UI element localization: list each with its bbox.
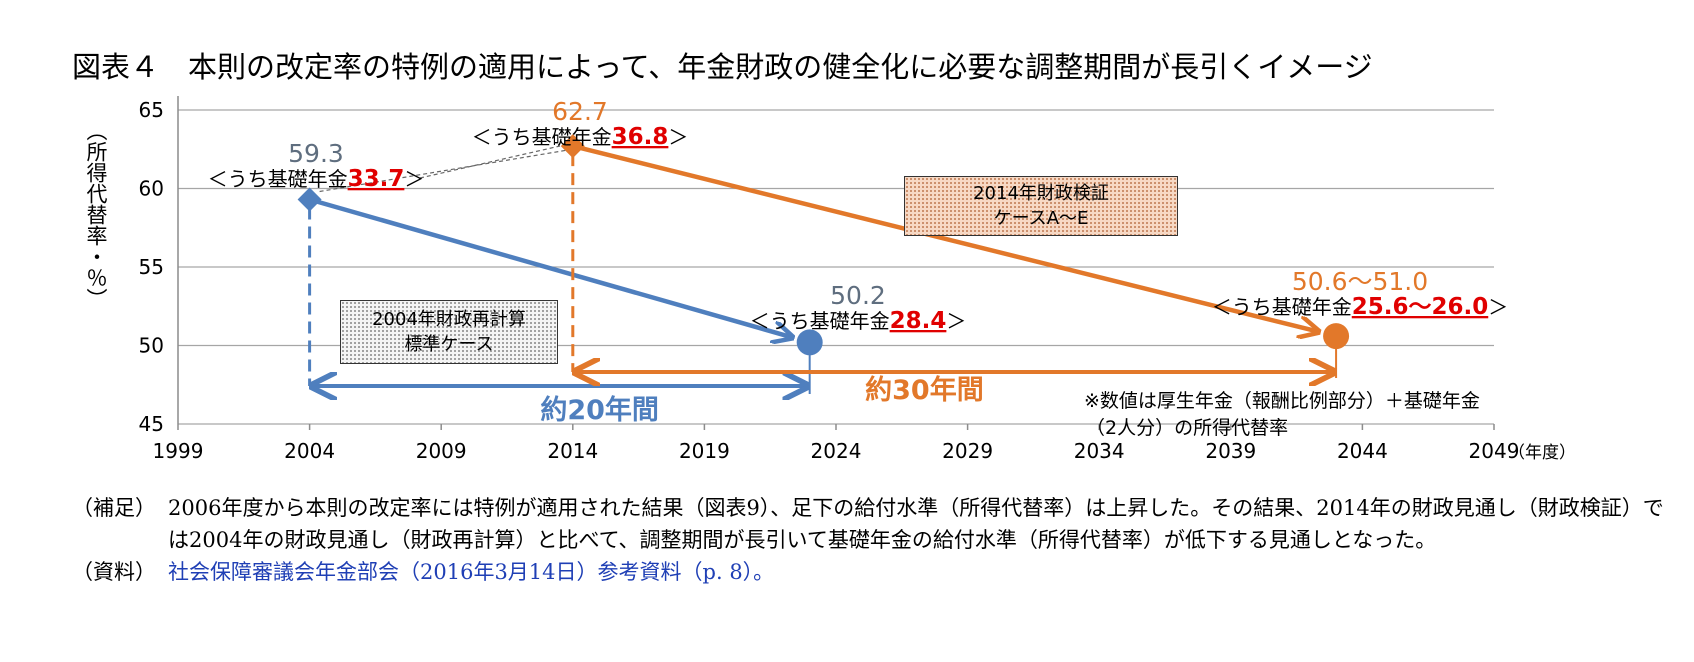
chart-annotation-line2: （2人分）の所得代替率 xyxy=(1086,417,1289,439)
y-tick-label-45: 45 xyxy=(139,412,164,436)
s2014-start-label-basic-value: 36.8 xyxy=(612,124,669,150)
x-tick-label-2049: 2049 xyxy=(1469,439,1520,463)
s2004-end-label-basic-suffix: ＞ xyxy=(946,309,966,333)
series-2014-box-line1: 2014年財政検証 xyxy=(973,183,1109,204)
chart: 45 50 55 60 65 1999 2004 2009 2014 2019 2024 2029 20… xyxy=(84,96,1576,463)
chart-annotation-line1: ※数値は厚生年金（報酬比例部分）＋基礎年金 xyxy=(1084,390,1480,412)
figure-title: 図表４ 本則の改定率の特例の適用によって、年金財政の健全化に必要な調整期間が長引… xyxy=(72,50,1373,84)
s2014-end-point xyxy=(1323,323,1350,350)
x-tick-label-2004: 2004 xyxy=(284,439,335,463)
note-source-label: （資料） xyxy=(72,560,156,584)
y-axis-label: （所得代替率・％） xyxy=(84,120,108,309)
note-supplement-text: 2006年度から本則の改定率には特例が適用された結果（図表9）、足下の給付水準（… xyxy=(168,496,1664,552)
s2014-end-label-basic-prefix: ＜うち基礎年金 xyxy=(1212,295,1352,319)
note-source-text[interactable]: 社会保障審議会年金部会（2016年3月14日）参考資料（p. 8）。 xyxy=(168,560,775,584)
x-tick-label-2029: 2029 xyxy=(942,439,993,463)
s2014-start-label-value: 62.7 xyxy=(552,97,608,126)
y-tick-label-55: 55 xyxy=(139,255,164,279)
s2004-end-label-basic-label: ＜うち基礎年金28.4＞ xyxy=(750,308,967,334)
x-tick-label-2034: 2034 xyxy=(1074,439,1125,463)
y-tick-label-65: 65 xyxy=(139,98,164,122)
s2004-end-label-basic-value: 28.4 xyxy=(890,308,947,334)
s2004-end-label-basic-prefix: ＜うち基礎年金 xyxy=(750,309,890,333)
x-tick-label-1999: 1999 xyxy=(153,439,204,463)
s2004-start-label-basic-value: 33.7 xyxy=(348,166,405,192)
note-source: （資料） 社会保障審議会年金部会（2016年3月14日）参考資料（p. 8）。 xyxy=(72,556,1672,588)
s2004-start-label-basic-label: ＜うち基礎年金33.7＞ xyxy=(208,166,425,192)
y-tick-label-50: 50 xyxy=(139,334,164,358)
note-supplement-label: （補足） xyxy=(72,496,156,520)
s2004-end-point xyxy=(796,329,823,356)
s2004-end-label-value: 50.2 xyxy=(830,281,886,310)
chart-annotation: ※数値は厚生年金（報酬比例部分）＋基礎年金 （2人分）の所得代替率 xyxy=(1084,388,1480,442)
x-unit-label: （年度） xyxy=(1508,443,1576,463)
y-tick-label-60: 60 xyxy=(139,177,164,201)
s2014-start-label-basic-label: ＜うち基礎年金36.8＞ xyxy=(472,124,689,150)
s2014-end-label-basic-suffix: ＞ xyxy=(1488,295,1508,319)
x-tick-label-2039: 2039 xyxy=(1205,439,1256,463)
s2004-start-label-value: 59.3 xyxy=(288,139,344,168)
series-2004-box: 2004年財政再計算 標準ケース xyxy=(340,300,558,364)
series-2004-box-line2: 標準ケース xyxy=(404,334,494,355)
x-tick-label-2014: 2014 xyxy=(547,439,598,463)
series-2004-box-line1: 2004年財政再計算 xyxy=(372,309,526,330)
s2004-period-label: 約20年間 xyxy=(540,394,659,426)
s2004-start-label-basic-suffix: ＞ xyxy=(404,167,424,191)
s2014-start-point xyxy=(560,134,585,159)
connector-dashed-1 xyxy=(419,145,561,179)
s2014-period-label: 約30年間 xyxy=(865,374,984,406)
s2014-start-label-basic-suffix: ＞ xyxy=(668,125,688,149)
s2014-end-label-basic-value: 25.6～26.0 xyxy=(1352,294,1489,320)
series-2014-box: 2014年財政検証 ケースA～E xyxy=(904,176,1178,236)
s2004-start-point xyxy=(297,187,322,212)
notes: （補足） 2006年度から本則の改定率には特例が適用された結果（図表9）、足下の… xyxy=(72,492,1672,588)
x-tick-label-2009: 2009 xyxy=(416,439,467,463)
x-tick-label-2019: 2019 xyxy=(679,439,730,463)
x-tick-label-2024: 2024 xyxy=(811,439,862,463)
s2014-trend-line xyxy=(572,143,1319,332)
s2004-trend-line xyxy=(308,197,793,337)
series-2014-box-line2: ケースA～E xyxy=(993,208,1089,229)
s2014-end-label-basic-label: ＜うち基礎年金25.6～26.0＞ xyxy=(1212,294,1509,320)
s2014-end-label-value: 50.6～51.0 xyxy=(1292,267,1428,296)
note-supplement: （補足） 2006年度から本則の改定率には特例が適用された結果（図表9）、足下の… xyxy=(72,492,1672,556)
s2004-start-label-basic-prefix: ＜うち基礎年金 xyxy=(208,167,348,191)
s2014-start-label-basic-prefix: ＜うち基礎年金 xyxy=(472,125,612,149)
x-tick-label-2044: 2044 xyxy=(1337,439,1388,463)
